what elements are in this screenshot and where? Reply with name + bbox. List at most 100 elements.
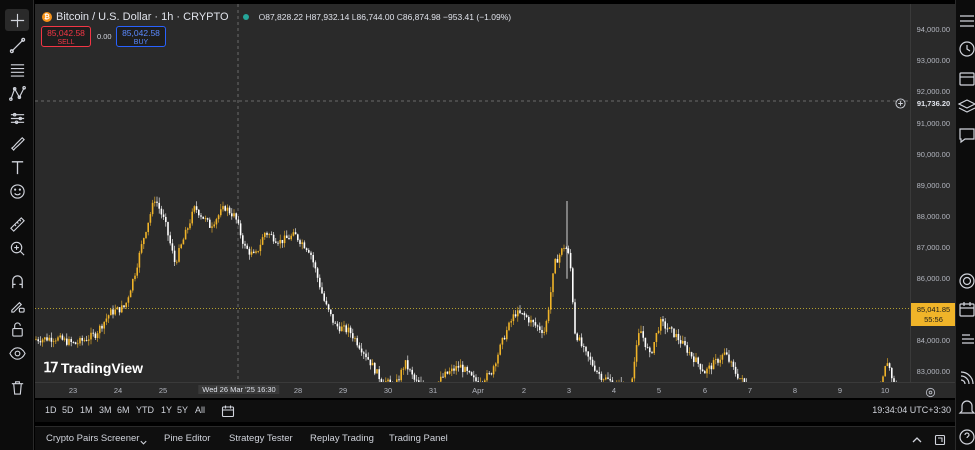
candle-body xyxy=(143,238,145,245)
candle-body xyxy=(398,379,400,381)
candle-body xyxy=(499,344,501,355)
candle-body xyxy=(312,254,314,263)
candle-body xyxy=(415,379,418,381)
signal-icon[interactable] xyxy=(957,368,975,386)
ruler-icon[interactable] xyxy=(5,213,29,235)
symbol-title[interactable]: Bitcoin / U.S. Dollar · 1h · CRYPTO xyxy=(56,11,229,23)
candle-body xyxy=(55,340,57,342)
collapse-panel-icon[interactable] xyxy=(911,433,923,445)
candle-body xyxy=(462,364,464,372)
scale-settings-icon[interactable] xyxy=(925,385,936,398)
candle-body xyxy=(264,232,266,238)
candle-body xyxy=(708,365,710,369)
clock-timezone[interactable]: 19:34:04 UTC+3:30 xyxy=(872,405,951,415)
symbol-legend[interactable]: ₿ Bitcoin / U.S. Dollar · 1h · CRYPTO O8… xyxy=(42,11,511,23)
price-scale[interactable]: 94,000.00 93,000.00 92,000.00 91,000.00 90,0… xyxy=(910,4,956,382)
candle-body xyxy=(453,368,455,371)
candle-body xyxy=(288,238,290,240)
eye-icon[interactable] xyxy=(5,342,29,364)
candle-body xyxy=(635,345,638,362)
candle-body xyxy=(299,240,301,244)
candlestick-series xyxy=(35,4,910,382)
fib-icon[interactable] xyxy=(5,58,29,80)
brush-icon[interactable] xyxy=(5,131,29,153)
tab-strategy-tester[interactable]: Strategy Tester xyxy=(229,433,293,444)
target-icon[interactable] xyxy=(957,272,975,290)
candle-body xyxy=(459,364,462,368)
text-icon[interactable] xyxy=(5,156,29,178)
crosshair-price-label: 91,736.20 xyxy=(911,97,956,111)
candle-body xyxy=(277,242,279,244)
zoom-in-icon[interactable] xyxy=(5,237,29,259)
candle-body xyxy=(508,322,510,331)
data-window-icon[interactable] xyxy=(957,70,975,88)
ideas-icon[interactable] xyxy=(957,328,975,346)
trend-line-icon[interactable] xyxy=(5,34,29,56)
chevron-down-icon[interactable] xyxy=(139,434,148,445)
time-scale[interactable]: 23 24 25 28 29 30 31 Apr 2 3 4 5 6 7 8 9 10 Wed 26 Mar '… xyxy=(35,382,955,398)
candle-body xyxy=(572,268,574,303)
chart-pane[interactable]: ₿ Bitcoin / U.S. Dollar · 1h · CRYPTO O8… xyxy=(35,4,910,382)
candle-body xyxy=(57,337,59,341)
range-button-1y[interactable]: 1Y xyxy=(161,405,173,415)
alerts-icon[interactable] xyxy=(957,40,975,58)
candle-body xyxy=(552,273,554,293)
range-button-5d[interactable]: 5D xyxy=(62,405,74,415)
candle-body xyxy=(580,337,583,347)
candle-body xyxy=(39,341,42,343)
crosshair-time-label: Wed 26 Mar '25 16:30 xyxy=(198,385,280,394)
emoji-icon[interactable] xyxy=(5,180,29,202)
lock-icon[interactable] xyxy=(5,318,29,340)
range-button-3m[interactable]: 3M xyxy=(99,405,112,415)
pattern-icon[interactable] xyxy=(5,82,29,104)
candle-body xyxy=(640,331,642,334)
magnet-icon[interactable] xyxy=(5,270,29,292)
candle-body xyxy=(673,328,675,338)
go-to-date-icon[interactable] xyxy=(221,404,235,418)
sell-button[interactable]: 85,042.58 SELL xyxy=(41,26,91,47)
candle-body xyxy=(662,319,664,322)
range-button-6m[interactable]: 6M xyxy=(117,405,130,415)
candle-body xyxy=(514,314,517,317)
layers-icon[interactable] xyxy=(957,98,975,116)
candle-body xyxy=(189,223,191,229)
candle-body xyxy=(609,378,611,381)
range-button-1d[interactable]: 1D xyxy=(45,405,57,415)
lock-draw-icon[interactable] xyxy=(5,294,29,316)
candle-body xyxy=(576,333,578,341)
tab-replay-trading[interactable]: Replay Trading xyxy=(310,433,374,444)
candle-body xyxy=(72,342,75,343)
chat-icon[interactable] xyxy=(957,126,975,144)
bell-icon[interactable] xyxy=(957,398,975,416)
candle-body xyxy=(719,359,721,363)
range-button-ytd[interactable]: YTD xyxy=(136,405,154,415)
add-alert-icon[interactable] xyxy=(895,96,906,109)
tab-crypto-pairs-screener[interactable]: Crypto Pairs Screener xyxy=(46,433,140,444)
maximize-panel-icon[interactable] xyxy=(934,433,946,446)
candle-body xyxy=(224,206,226,211)
tab-pine-editor[interactable]: Pine Editor xyxy=(164,433,211,444)
candle-body xyxy=(730,361,732,363)
price-tick: 92,000.00 xyxy=(916,87,950,96)
candle-body xyxy=(554,258,556,274)
tab-trading-panel[interactable]: Trading Panel xyxy=(389,433,448,444)
forecast-icon[interactable] xyxy=(5,107,29,129)
candle-body xyxy=(888,363,891,369)
range-button-1m[interactable]: 1M xyxy=(80,405,93,415)
candle-body xyxy=(413,374,416,380)
candle-body xyxy=(587,351,589,357)
range-button-5y[interactable]: 5Y xyxy=(177,405,189,415)
range-button-all[interactable]: All xyxy=(195,405,206,415)
trash-icon[interactable] xyxy=(5,376,29,398)
candle-body xyxy=(569,252,572,269)
crosshair-icon[interactable] xyxy=(5,9,29,31)
help-icon[interactable] xyxy=(957,428,975,446)
candle-body xyxy=(94,333,97,338)
time-tick: 9 xyxy=(837,386,843,395)
buy-button[interactable]: 85,042.58 BUY xyxy=(116,26,166,47)
watchlist-icon[interactable] xyxy=(957,12,975,30)
candle-body xyxy=(202,216,204,219)
calendar-icon[interactable] xyxy=(957,300,975,318)
candle-body xyxy=(61,335,64,340)
candle-body xyxy=(739,378,741,380)
